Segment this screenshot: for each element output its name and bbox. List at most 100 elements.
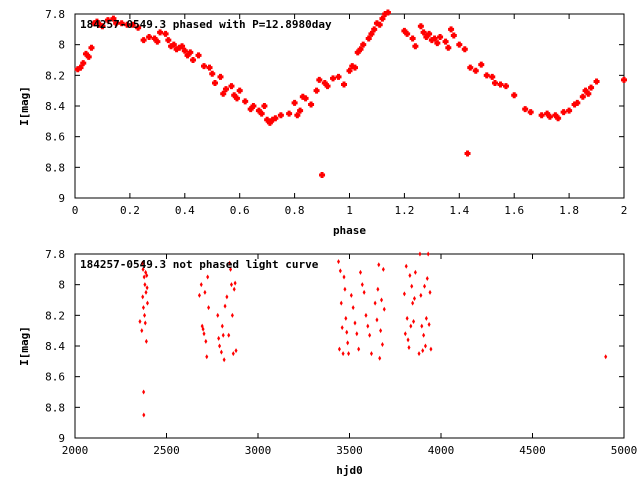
data-point (141, 294, 145, 300)
data-point (170, 41, 177, 48)
data-point (417, 23, 424, 30)
data-point (341, 81, 348, 88)
data-point (419, 292, 423, 298)
data-point (286, 110, 293, 117)
data-point (527, 109, 534, 116)
data-point (346, 67, 353, 74)
data-point (146, 34, 153, 40)
data-point (574, 99, 581, 106)
y-tick-label: 8 (58, 279, 65, 292)
data-point (335, 73, 342, 80)
data-point (236, 87, 243, 94)
y-tick-label: 7.8 (45, 8, 65, 21)
data-point (402, 291, 406, 297)
data-point (222, 86, 229, 93)
data-point (357, 46, 364, 53)
data-point (230, 312, 234, 318)
y-tick-label: 8.2 (45, 69, 65, 82)
data-point (588, 84, 595, 91)
data-point (448, 26, 455, 33)
x-tick-label: 1 (346, 204, 353, 217)
data-point (144, 338, 148, 344)
data-point (138, 318, 142, 324)
data-point (421, 348, 425, 354)
data-point (368, 30, 375, 37)
data-point (181, 47, 188, 54)
data-point (143, 312, 147, 318)
data-point (294, 112, 301, 119)
data-point (360, 282, 364, 288)
data-point (187, 49, 194, 56)
data-point (142, 389, 146, 395)
data-point (502, 83, 509, 90)
data-point (143, 282, 147, 288)
data-point (412, 43, 419, 50)
data-point (420, 29, 427, 36)
data-point (538, 112, 545, 119)
data-point (555, 115, 562, 122)
y-tick-label: 8.8 (45, 161, 65, 174)
data-point (223, 303, 227, 309)
data-point (272, 115, 279, 122)
data-point (338, 268, 342, 274)
data-point (144, 289, 148, 295)
data-point (219, 349, 223, 355)
data-point (423, 343, 427, 349)
data-point (88, 44, 95, 51)
data-point (337, 259, 341, 265)
data-point (522, 106, 529, 113)
data-point (340, 325, 344, 331)
x-tick-label: 5000 (611, 444, 638, 457)
data-point (426, 251, 430, 257)
data-point (202, 331, 206, 337)
y-tick-label: 8.4 (45, 100, 65, 113)
data-point (403, 331, 407, 337)
x-tick-label: 0.6 (230, 204, 250, 217)
x-tick-label: 0.8 (285, 204, 305, 217)
data-point (227, 332, 231, 338)
data-point (209, 70, 216, 77)
y-tick-label: 8.4 (45, 340, 65, 353)
x-axis-label: phase (333, 224, 366, 237)
data-point (145, 272, 149, 278)
data-point (129, 21, 136, 28)
data-point (145, 285, 149, 291)
y-tick-label: 9 (58, 432, 65, 445)
data-point (408, 272, 412, 278)
data-point (222, 357, 226, 363)
chart-title: 184257-0549.3 phased with P=12.8980day (80, 18, 332, 31)
x-tick-label: 0 (72, 204, 79, 217)
y-axis-label: I[mag] (18, 86, 31, 126)
data-point (199, 282, 203, 288)
data-point (483, 72, 490, 79)
data-point (221, 332, 225, 338)
data-point (143, 320, 147, 326)
data-point (228, 260, 232, 266)
x-tick-label: 1.6 (504, 204, 524, 217)
y-tick-label: 8.2 (45, 309, 65, 322)
data-point (380, 341, 384, 347)
data-point (423, 283, 427, 289)
data-point (231, 351, 235, 357)
data-point (429, 346, 433, 352)
x-tick-label: 3000 (245, 444, 272, 457)
data-point (428, 289, 432, 295)
data-point (330, 75, 337, 82)
y-tick-label: 8.8 (45, 401, 65, 414)
data-point (368, 332, 372, 338)
data-point (277, 112, 284, 119)
data-point (344, 315, 348, 321)
data-point (203, 289, 207, 295)
data-point (113, 20, 120, 27)
data-point (319, 172, 326, 178)
y-tick-label: 9 (58, 192, 65, 205)
data-point (218, 343, 222, 349)
data-point (442, 38, 449, 45)
data-point (379, 15, 386, 22)
data-point (365, 35, 372, 42)
data-point (411, 300, 415, 306)
data-point (308, 101, 315, 108)
data-point (424, 315, 428, 321)
data-point (341, 351, 345, 357)
x-tick-label: 1.4 (449, 204, 469, 217)
